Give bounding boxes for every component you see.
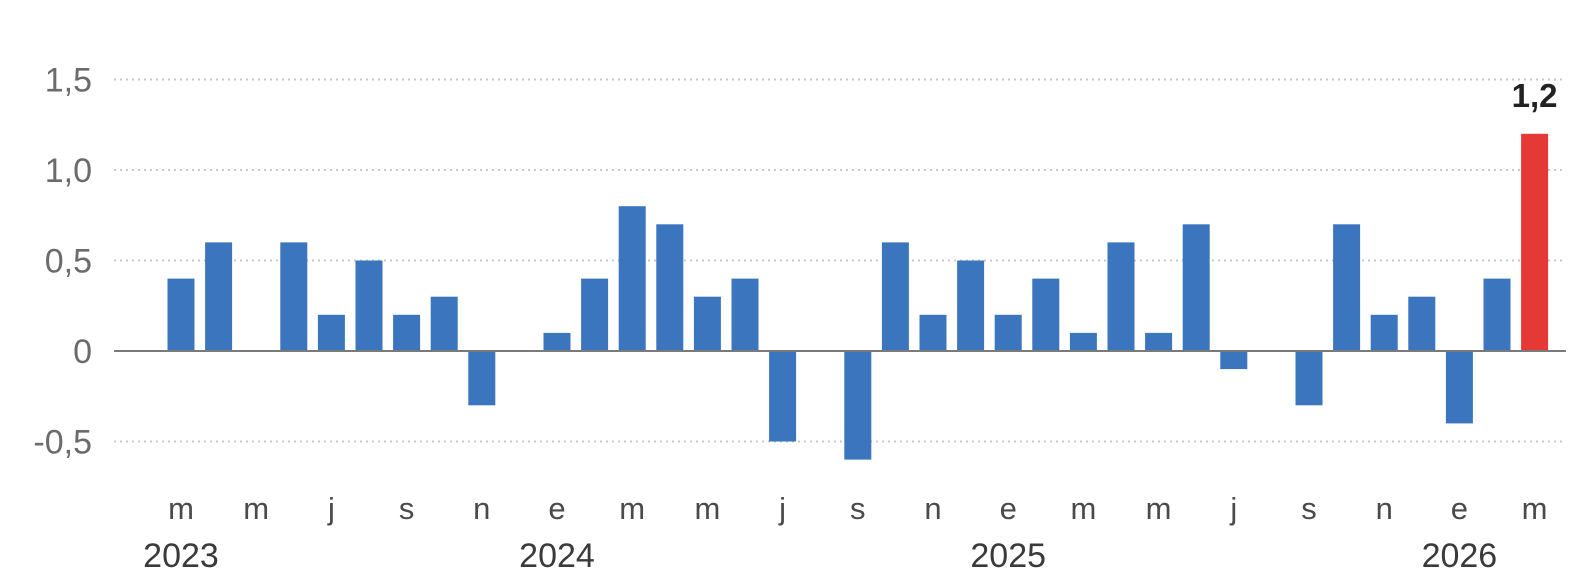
y-tick-label: 1,5 [45, 62, 92, 100]
x-tick-label: e [1000, 491, 1017, 526]
bar [205, 242, 233, 351]
bar [393, 314, 421, 351]
bar [1032, 278, 1060, 351]
y-tick-label: 0 [73, 333, 92, 371]
bar [1145, 332, 1173, 351]
x-tick-label: m [619, 491, 645, 526]
x-tick-label: m [1070, 491, 1096, 526]
x-tick-label: s [399, 491, 415, 526]
data-labels: 1,2 [1512, 77, 1558, 114]
bar [731, 278, 759, 351]
bar [919, 314, 947, 351]
bar [656, 224, 684, 351]
x-tick-label: m [1522, 491, 1548, 526]
x-tick-label: j [327, 491, 335, 526]
x-tick-label: m [168, 491, 194, 526]
bar [1220, 351, 1248, 370]
y-tick-label: -0,5 [33, 424, 92, 462]
x-tick-label: n [473, 491, 490, 526]
y-tick-label: 0,5 [45, 243, 92, 281]
x-tick-label: m [694, 491, 720, 526]
x-tick-label: s [1301, 491, 1317, 526]
bar [280, 242, 308, 351]
bar [581, 278, 609, 351]
bar [317, 314, 345, 351]
x-tick-label: m [243, 491, 269, 526]
year-labels: 2023 2024 2025 2026 [143, 537, 1497, 575]
y-tick-label: 1,0 [45, 152, 92, 190]
bar [1107, 242, 1135, 351]
bar [618, 206, 646, 351]
bar [1069, 332, 1097, 351]
bar [693, 296, 721, 351]
year-label: 2023 [143, 537, 219, 575]
bar [1370, 314, 1398, 351]
year-label: 2025 [970, 537, 1046, 575]
bar [1483, 278, 1511, 351]
year-label: 2024 [519, 537, 595, 575]
bars [167, 133, 1549, 460]
x-tick-label: s [850, 491, 866, 526]
bar [1408, 296, 1436, 351]
bar [1295, 351, 1323, 406]
bar [769, 351, 797, 442]
data-label: 1,2 [1512, 77, 1558, 114]
x-tick-label: n [924, 491, 941, 526]
bar [1333, 224, 1361, 351]
bar [1445, 351, 1473, 424]
bar [355, 260, 383, 351]
bar [994, 314, 1022, 351]
bar [957, 260, 985, 351]
x-tick-label: e [1451, 491, 1468, 526]
x-tick-label: n [1376, 491, 1393, 526]
x-tick-label: j [1229, 491, 1237, 526]
bar [167, 278, 195, 351]
x-tick-label: e [548, 491, 565, 526]
bar [844, 351, 872, 460]
bar [468, 351, 496, 406]
bar [543, 332, 571, 351]
y-axis-ticks: 1,5 1,0 0,5 0 -0,5 [33, 62, 92, 462]
bar [430, 296, 458, 351]
x-tick-label: m [1146, 491, 1172, 526]
bar [881, 242, 909, 351]
x-tick-label: j [778, 491, 786, 526]
year-label: 2026 [1422, 537, 1498, 575]
bar [1182, 224, 1210, 351]
highlight-bar [1521, 133, 1549, 351]
